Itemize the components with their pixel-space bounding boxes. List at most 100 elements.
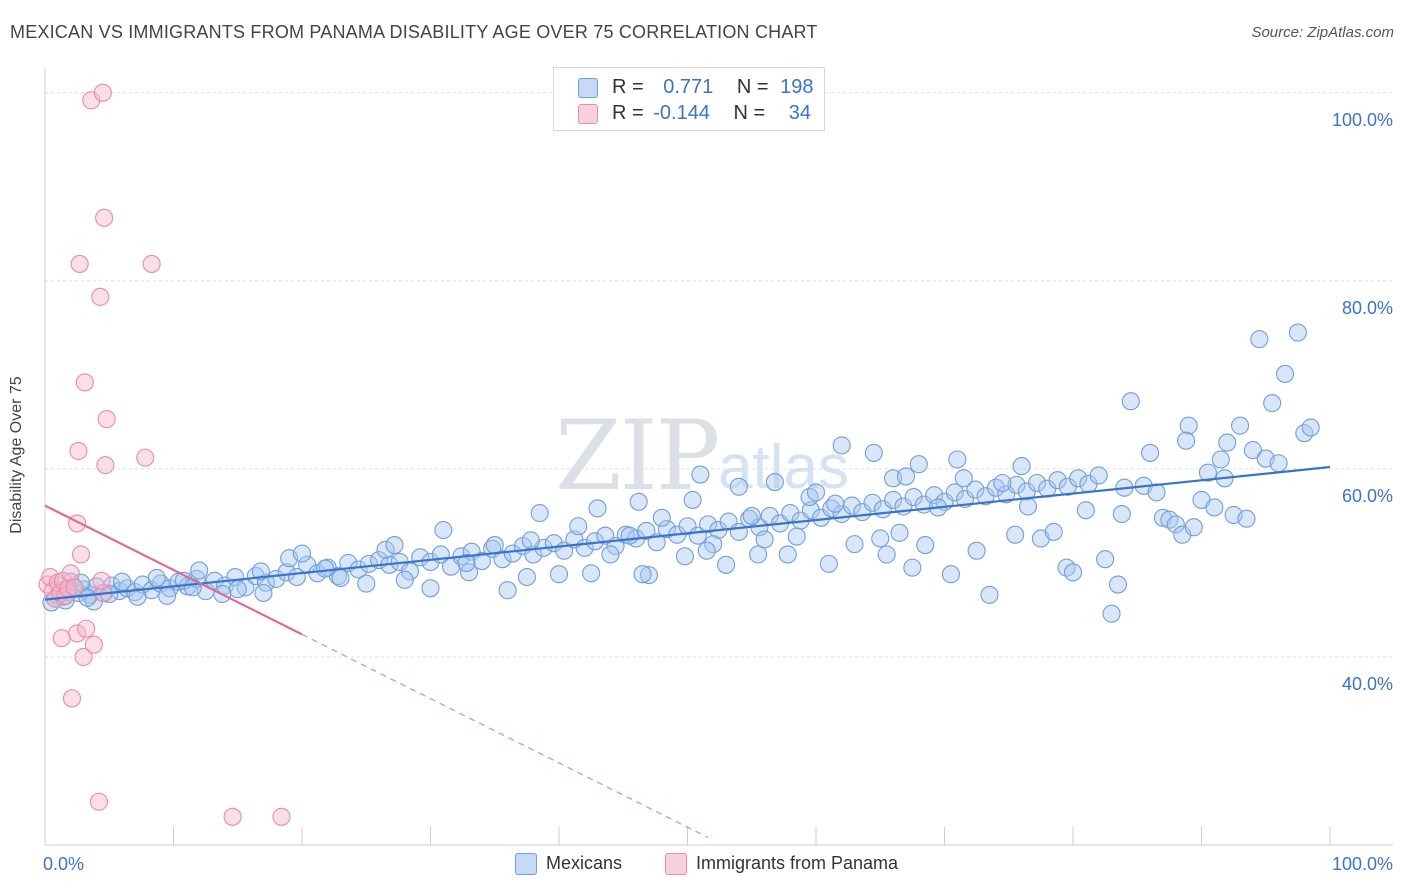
trend-lines (44, 465, 1331, 839)
point-mexicans (904, 488, 923, 507)
point-mexicans (871, 529, 890, 548)
point-mexicans (620, 526, 639, 545)
point-mexicans (472, 551, 491, 571)
point-mexicans (1112, 504, 1131, 524)
point-mexicans (485, 536, 504, 555)
point-mexicans (359, 554, 378, 573)
point-mexicans (832, 436, 851, 455)
point-mexicans (1205, 498, 1224, 517)
point-mexicans (228, 580, 247, 599)
point-mexicans (395, 570, 414, 589)
point-panama (93, 83, 112, 102)
point-mexicans (1063, 563, 1083, 582)
point-mexicans (1231, 416, 1250, 435)
point-mexicans (493, 550, 512, 569)
point-mexicans (277, 563, 296, 582)
point-panama (223, 807, 242, 826)
point-panama (92, 571, 111, 590)
trend-line-panama-extended (301, 633, 709, 839)
point-mexicans (729, 477, 748, 496)
point-panama (62, 689, 82, 708)
point-mexicans (845, 535, 864, 554)
correlation-legend: R = 0.771 N = 198 R = -0.144 N = 34 (553, 67, 825, 131)
point-mexicans (1018, 497, 1038, 516)
point-mexicans (1198, 463, 1217, 482)
point-mexicans (256, 573, 276, 592)
point-panama (77, 619, 96, 638)
point-mexicans (639, 566, 659, 585)
legend-label-mexicans: Mexicans (546, 853, 623, 873)
point-mexicans (349, 560, 368, 579)
point-panama (61, 564, 80, 583)
point-mexicans (128, 587, 147, 606)
point-mexicans (1288, 323, 1307, 342)
point-mexicans (457, 553, 476, 572)
point-panama (136, 448, 155, 467)
point-mexicans (993, 473, 1012, 493)
point-mexicans (903, 558, 922, 577)
point-panama (71, 545, 91, 564)
point-mexicans (1027, 473, 1047, 493)
point-mexicans (704, 535, 723, 554)
point-panama (89, 792, 109, 811)
point-mexicans (1069, 469, 1088, 488)
trend-line-panama (44, 504, 303, 636)
point-mexicans (582, 564, 601, 583)
point-mexicans (1243, 441, 1262, 460)
data-points (38, 83, 1320, 826)
point-mexicans (1089, 466, 1108, 485)
point-mexicans (966, 480, 985, 499)
y-tick-label: 100.0% (1332, 110, 1393, 130)
point-mexicans (742, 506, 761, 525)
point-mexicans (967, 541, 986, 560)
point-mexicans (588, 499, 607, 518)
point-mexicans (1177, 431, 1196, 450)
point-mexicans (699, 515, 718, 534)
point-mexicans (629, 492, 648, 511)
point-mexicans (1141, 443, 1160, 462)
point-mexicans (1076, 501, 1095, 520)
tick-labels: 40.0% 60.0% 80.0% 100.0% 0.0% 100.0% (43, 110, 1393, 874)
point-mexicans (385, 536, 404, 555)
axes (44, 68, 1393, 846)
point-mexicans (637, 521, 656, 541)
point-mexicans (819, 554, 838, 573)
point-panama (52, 629, 71, 648)
point-mexicans (1301, 418, 1320, 437)
trend-line-mexicans (44, 465, 1331, 601)
point-mexicans (678, 517, 697, 536)
grid-lines (45, 92, 1393, 658)
point-mexicans (549, 565, 569, 584)
point-mexicans (1179, 416, 1198, 435)
point-mexicans (434, 520, 453, 540)
point-mexicans (357, 574, 376, 593)
point-mexicans (421, 552, 440, 572)
point-panama (75, 373, 94, 392)
point-mexicans (890, 523, 909, 542)
point-mexicans (1121, 392, 1140, 411)
point-mexicans (749, 545, 768, 564)
point-mexicans (316, 559, 335, 578)
point-mexicans (1166, 515, 1185, 534)
point-mexicans (954, 469, 973, 488)
point-mexicans (806, 483, 826, 502)
point-mexicans (498, 581, 517, 600)
point-mexicans (254, 583, 273, 603)
legend-swatch-mexicans (578, 78, 598, 98)
y-tick-label: 80.0% (1342, 298, 1393, 318)
point-mexicans (945, 483, 964, 502)
point-mexicans (1044, 522, 1063, 541)
point-panama (97, 410, 116, 429)
point-mexicans (1007, 475, 1026, 494)
point-mexicans (1096, 550, 1115, 569)
point-panama (96, 456, 115, 475)
point-mexicans (517, 567, 536, 587)
point-mexicans (1269, 454, 1288, 473)
point-mexicans (652, 508, 671, 527)
point-mexicans (1263, 394, 1282, 413)
point-mexicans (251, 562, 270, 581)
legend-label-panama: Immigrants from Panama (696, 853, 899, 873)
r-label: R = (612, 76, 644, 98)
point-mexicans (778, 545, 797, 564)
point-panama (84, 635, 103, 654)
